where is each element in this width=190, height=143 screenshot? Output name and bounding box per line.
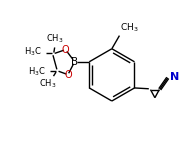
Text: O: O (64, 70, 72, 80)
Text: B: B (71, 57, 78, 67)
Text: N: N (169, 72, 179, 82)
Text: H$_3$C: H$_3$C (28, 65, 46, 78)
Text: CH$_3$: CH$_3$ (39, 78, 56, 90)
Text: O: O (62, 45, 69, 55)
Text: H$_3$C: H$_3$C (24, 46, 42, 58)
Text: CH$_3$: CH$_3$ (120, 22, 139, 34)
Text: CH$_3$: CH$_3$ (46, 32, 63, 45)
